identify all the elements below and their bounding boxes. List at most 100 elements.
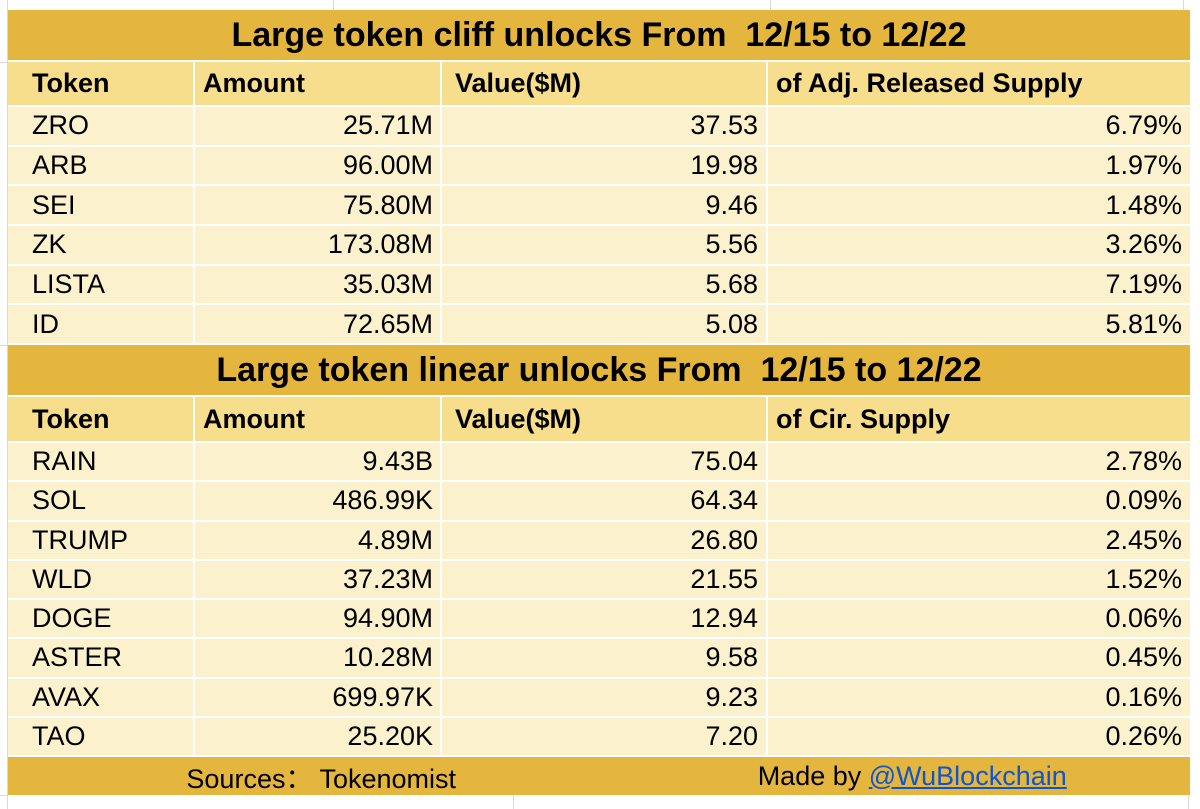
linear-table-title: Large token linear unlocks From 12/15 to… [8, 345, 1190, 397]
footer-bar: Sources： Tokenomist Made by @WuBlockchai… [8, 757, 1190, 795]
col-header-supply: of Cir. Supply [768, 397, 1190, 441]
value-cell: 5.56 [442, 226, 768, 264]
amount-cell: 486.99K [195, 482, 442, 520]
table-row: SEI 75.80M 9.46 1.48% [8, 186, 1190, 227]
amount-cell: 4.89M [195, 521, 442, 559]
amount-cell: 37.23M [195, 560, 442, 598]
amount-cell: 9.43B [195, 443, 442, 481]
value-cell: 5.08 [442, 305, 768, 344]
supply-cell: 6.79% [768, 107, 1190, 145]
col-header-token: Token [8, 397, 195, 441]
supply-cell: 0.45% [768, 639, 1190, 677]
value-cell: 26.80 [442, 521, 768, 559]
supply-cell: 2.45% [768, 521, 1190, 559]
token-cell: SEI [8, 186, 195, 225]
token-cell: AVAX [8, 678, 195, 716]
sheet-gridline [333, 0, 334, 10]
supply-cell: 1.48% [768, 186, 1190, 225]
value-cell: 19.98 [442, 146, 768, 185]
col-header-supply: of Adj. Released Supply [768, 62, 1190, 105]
table-row: TRUMP 4.89M 26.80 2.45% [8, 521, 1190, 561]
amount-cell: 94.90M [195, 600, 442, 638]
table-row: TAO 25.20K 7.20 0.26% [8, 717, 1190, 757]
supply-cell: 2.78% [768, 443, 1190, 481]
sheet-gridline [1183, 0, 1184, 10]
token-cell: TRUMP [8, 521, 195, 559]
col-header-amount: Amount [195, 397, 442, 441]
table-row: DOGE 94.90M 12.94 0.06% [8, 600, 1190, 640]
supply-cell: 1.97% [768, 146, 1190, 185]
supply-cell: 3.26% [768, 226, 1190, 264]
amount-cell: 35.03M [195, 265, 442, 304]
table-row: SOL 486.99K 64.34 0.09% [8, 482, 1190, 522]
linear-table-body: RAIN 9.43B 75.04 2.78% SOL 486.99K 64.34… [8, 443, 1190, 757]
cliff-table-header: Token Amount Value($M) of Adj. Released … [8, 62, 1190, 107]
linear-table-header: Token Amount Value($M) of Cir. Supply [8, 397, 1190, 443]
amount-cell: 72.65M [195, 305, 442, 344]
token-cell: RAIN [8, 443, 195, 481]
made-by-prefix: Made by [757, 760, 869, 791]
table-row: ZRO 25.71M 37.53 6.79% [8, 107, 1190, 147]
value-cell: 64.34 [442, 482, 768, 520]
token-cell: WLD [8, 560, 195, 598]
table-row: ARB 96.00M 19.98 1.97% [8, 146, 1190, 187]
table-row: WLD 37.23M 21.55 1.52% [8, 560, 1190, 600]
value-cell: 21.55 [442, 560, 768, 598]
value-cell: 12.94 [442, 600, 768, 638]
sheet-gridline [0, 795, 8, 796]
table-row: ID 72.65M 5.08 5.81% [8, 305, 1190, 346]
sheet-gridline [7, 0, 8, 809]
col-header-value: Value($M) [442, 62, 768, 105]
token-cell: DOGE [8, 600, 195, 638]
supply-cell: 5.81% [768, 305, 1190, 344]
supply-cell: 0.16% [768, 678, 1190, 716]
sheet-gridline [0, 62, 8, 63]
token-cell: ZK [8, 226, 195, 264]
value-cell: 9.23 [442, 678, 768, 716]
col-header-amount: Amount [195, 62, 442, 105]
supply-cell: 0.06% [768, 600, 1190, 638]
amount-cell: 173.08M [195, 226, 442, 264]
value-cell: 7.20 [442, 717, 768, 755]
value-cell: 75.04 [442, 443, 768, 481]
wublockchain-link[interactable]: @WuBlockchain [868, 760, 1067, 791]
token-cell: ARB [8, 146, 195, 185]
sheet-gridline [1188, 795, 1189, 809]
cliff-table-title: Large token cliff unlocks From 12/15 to … [8, 10, 1190, 62]
table-row: RAIN 9.43B 75.04 2.78% [8, 443, 1190, 483]
token-cell: ID [8, 305, 195, 344]
amount-cell: 25.71M [195, 107, 442, 145]
value-cell: 9.46 [442, 186, 768, 225]
supply-cell: 7.19% [768, 265, 1190, 304]
amount-cell: 96.00M [195, 146, 442, 185]
token-cell: ASTER [8, 639, 195, 677]
value-cell: 5.68 [442, 265, 768, 304]
table-row: AVAX 699.97K 9.23 0.16% [8, 678, 1190, 718]
made-by-label: Made by @WuBlockchain [634, 757, 1190, 795]
cliff-table-body: ZRO 25.71M 37.53 6.79% ARB 96.00M 19.98 … [8, 107, 1190, 346]
sheet-gridline [770, 0, 771, 10]
sources-label: Sources： Tokenomist [186, 763, 457, 794]
col-header-value: Value($M) [442, 397, 768, 441]
token-cell: LISTA [8, 265, 195, 304]
value-cell: 37.53 [442, 107, 768, 145]
token-cell: ZRO [8, 107, 195, 145]
token-cell: SOL [8, 482, 195, 520]
amount-cell: 10.28M [195, 639, 442, 677]
col-header-token: Token [8, 62, 195, 105]
supply-cell: 0.26% [768, 717, 1190, 755]
sheet-gridline [0, 345, 8, 346]
table-row: LISTA 35.03M 5.68 7.19% [8, 265, 1190, 306]
amount-cell: 75.80M [195, 186, 442, 225]
table-row: ZK 173.08M 5.56 3.26% [8, 226, 1190, 266]
token-cell: TAO [8, 717, 195, 755]
sheet-gridline [513, 795, 514, 809]
table-row: ASTER 10.28M 9.58 0.45% [8, 639, 1190, 679]
amount-cell: 699.97K [195, 678, 442, 716]
unlock-tables: Large token cliff unlocks From 12/15 to … [8, 10, 1190, 795]
value-cell: 9.58 [442, 639, 768, 677]
supply-cell: 1.52% [768, 560, 1190, 598]
supply-cell: 0.09% [768, 482, 1190, 520]
amount-cell: 25.20K [195, 717, 442, 755]
